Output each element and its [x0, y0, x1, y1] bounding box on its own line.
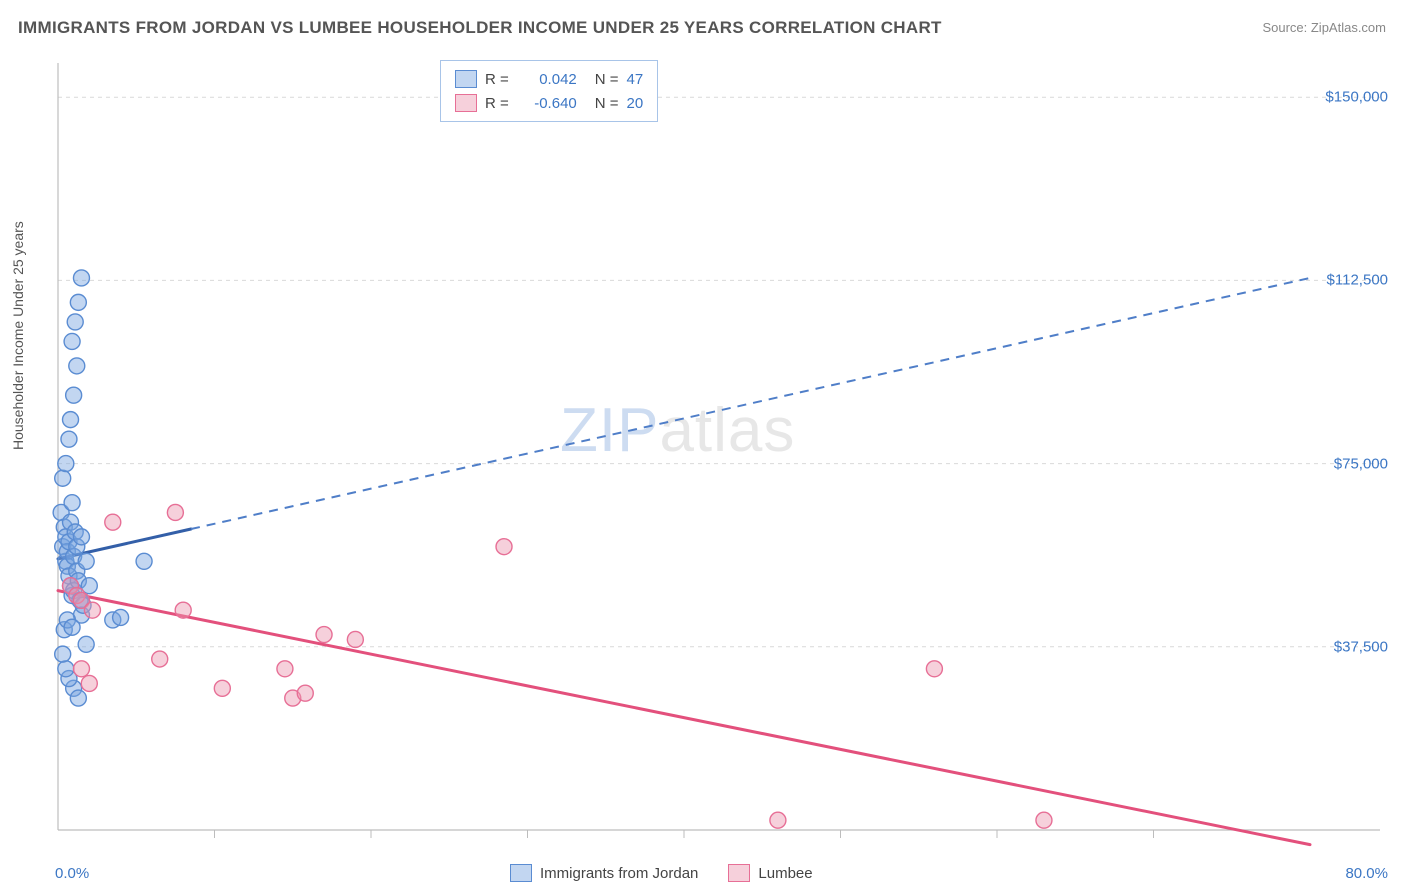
- y-axis-label: Householder Income Under 25 years: [10, 221, 26, 450]
- n-value-jordan: 47: [627, 71, 644, 88]
- swatch-blue: [510, 864, 532, 882]
- y-tick-label: $150,000: [1325, 89, 1388, 106]
- source-attribution: Source: ZipAtlas.com: [1262, 20, 1386, 35]
- n-label: N =: [595, 95, 619, 112]
- r-label: R =: [485, 95, 509, 112]
- r-label: R =: [485, 71, 509, 88]
- y-tick-label: $112,500: [1327, 272, 1388, 289]
- y-tick-label: $75,000: [1334, 455, 1388, 472]
- swatch-pink: [728, 864, 750, 882]
- n-label: N =: [595, 71, 619, 88]
- legend-row-jordan: R = 0.042 N = 47: [455, 67, 643, 91]
- n-value-lumbee: 20: [627, 95, 644, 112]
- scatter-svg: [50, 55, 1390, 855]
- legend-row-lumbee: R = -0.640 N = 20: [455, 91, 643, 115]
- swatch-blue: [455, 70, 477, 88]
- legend-label-lumbee: Lumbee: [758, 865, 812, 882]
- chart-title: IMMIGRANTS FROM JORDAN VS LUMBEE HOUSEHO…: [18, 18, 942, 38]
- legend-label-jordan: Immigrants from Jordan: [540, 865, 698, 882]
- legend-item-lumbee: Lumbee: [728, 864, 812, 882]
- x-axis-max-label: 80.0%: [1345, 865, 1388, 882]
- source-link[interactable]: ZipAtlas.com: [1311, 20, 1386, 35]
- r-value-lumbee: -0.640: [517, 95, 577, 112]
- correlation-legend: R = 0.042 N = 47 R = -0.640 N = 20: [440, 60, 658, 122]
- y-tick-label: $37,500: [1334, 638, 1388, 655]
- series-legend: Immigrants from Jordan Lumbee: [510, 864, 813, 882]
- source-prefix: Source:: [1262, 20, 1310, 35]
- plot-area: [50, 55, 1390, 855]
- swatch-pink: [455, 94, 477, 112]
- legend-item-jordan: Immigrants from Jordan: [510, 864, 698, 882]
- x-axis-min-label: 0.0%: [55, 865, 89, 882]
- r-value-jordan: 0.042: [517, 71, 577, 88]
